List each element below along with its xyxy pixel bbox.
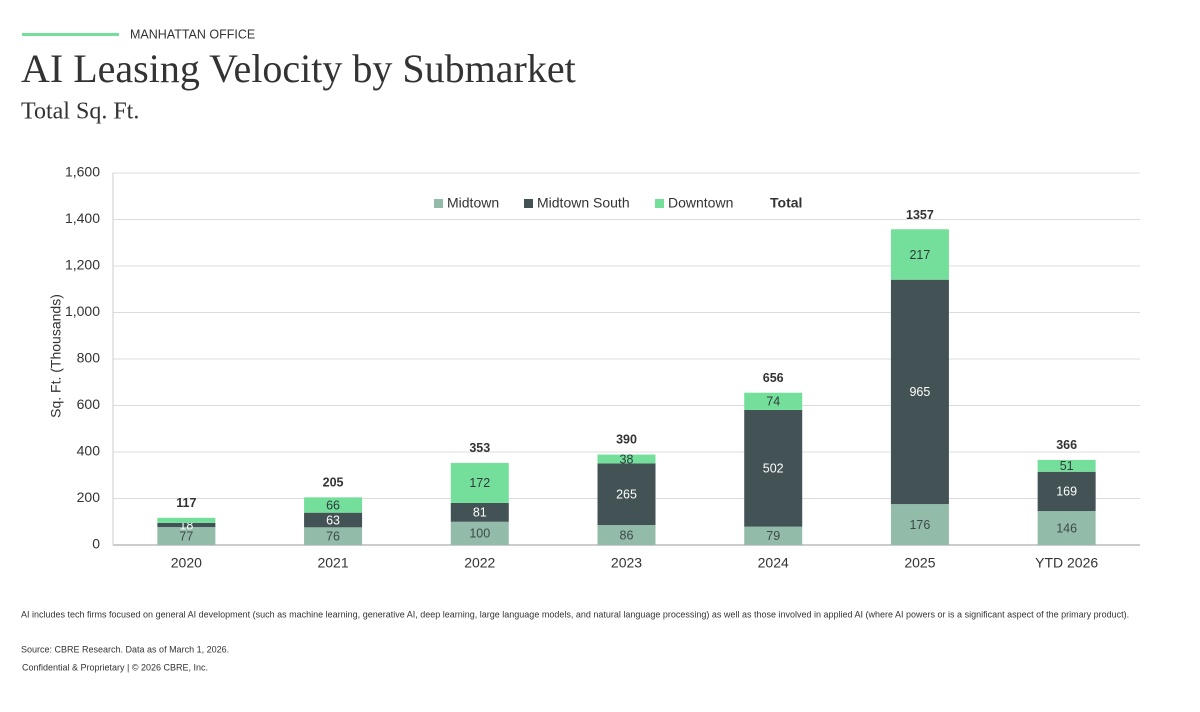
data-label: 74: [766, 395, 780, 409]
bar-segment: [450, 502, 509, 522]
copyright: Confidential & Proprietary | © 2026 CBRE…: [22, 662, 208, 672]
data-label: 76: [326, 529, 340, 543]
x-tick-label: 2021: [317, 555, 348, 571]
y-tick-label: 600: [77, 396, 101, 412]
total-label: 366: [1056, 438, 1077, 452]
y-tick-label: 0: [92, 536, 100, 552]
data-label: 172: [469, 476, 490, 490]
data-label: 66: [326, 498, 340, 512]
bar-segment: [157, 522, 216, 528]
y-tick-label: 1,600: [65, 164, 100, 180]
x-tick-label: 2022: [464, 555, 495, 571]
bar-segment: [890, 229, 949, 280]
x-tick-label: 2024: [758, 555, 789, 571]
data-label: 169: [1056, 485, 1077, 499]
y-axis-label: Sq. Ft. (Thousands): [48, 294, 64, 418]
bar-segment: [890, 279, 949, 505]
data-label: 265: [616, 487, 637, 501]
data-label: 77: [179, 529, 193, 543]
data-label: 86: [620, 528, 634, 542]
total-label: 117: [176, 496, 196, 510]
bar-segment: [304, 527, 363, 545]
x-tick-label: 2020: [171, 555, 202, 571]
bar-segment: [157, 517, 216, 523]
y-tick-label: 1,200: [65, 257, 100, 273]
data-label: 38: [620, 452, 634, 466]
legend-swatch: [655, 199, 664, 208]
data-label: 81: [473, 506, 487, 520]
data-label: 51: [1060, 459, 1074, 473]
bar-segment: [744, 526, 803, 545]
x-tick-label: 2023: [611, 555, 642, 571]
bar-segment: [450, 462, 509, 503]
bar-segment: [304, 497, 363, 513]
data-label: 63: [326, 513, 340, 527]
data-label: 176: [909, 518, 930, 532]
total-label: 205: [323, 476, 344, 490]
total-label: 390: [616, 433, 637, 447]
bar-segment: [1037, 459, 1096, 472]
bar-segment: [890, 504, 949, 545]
bar-segment: [597, 463, 656, 526]
total-label: 656: [763, 371, 784, 385]
y-tick-label: 1,400: [65, 210, 100, 226]
legend-total: Total: [770, 195, 802, 211]
header-rule: [22, 33, 119, 36]
data-label: 502: [763, 462, 784, 476]
y-tick-label: 400: [77, 443, 101, 459]
bar-segment: [597, 525, 656, 545]
total-label: 1357: [906, 208, 934, 222]
bar-segment: [1037, 471, 1096, 512]
kicker: MANHATTAN OFFICE: [130, 27, 255, 41]
data-label: 100: [469, 527, 490, 541]
legend-label: Midtown: [447, 195, 499, 211]
bar-segment: [744, 392, 803, 410]
chart-title: AI Leasing Velocity by Submarket: [21, 46, 576, 91]
legend-swatch: [524, 199, 533, 208]
y-tick-label: 1,000: [65, 303, 100, 319]
bar-segment: [157, 527, 216, 545]
footnote: AI includes tech firms focused on genera…: [21, 609, 1129, 619]
total-label: 353: [469, 441, 490, 455]
bar-segment: [597, 454, 656, 464]
legend-label: Midtown South: [537, 195, 630, 211]
chart-subtitle: Total Sq. Ft.: [21, 99, 139, 125]
data-label: 79: [766, 529, 780, 543]
bar-segment: [744, 409, 803, 527]
legend-label: Downtown: [668, 195, 733, 211]
y-tick-label: 200: [77, 489, 101, 505]
legend-swatch: [434, 199, 443, 208]
y-tick-label: 800: [77, 350, 101, 366]
x-tick-label: 2025: [904, 555, 935, 571]
data-label: 217: [909, 248, 930, 262]
data-label: 965: [909, 385, 930, 399]
bar-segment: [450, 521, 509, 545]
x-tick-label: YTD 2026: [1035, 555, 1098, 571]
data-label: 146: [1056, 521, 1077, 535]
source: Source: CBRE Research. Data as of March …: [21, 644, 229, 654]
bar-segment: [304, 512, 363, 528]
bar-segment: [1037, 511, 1096, 545]
